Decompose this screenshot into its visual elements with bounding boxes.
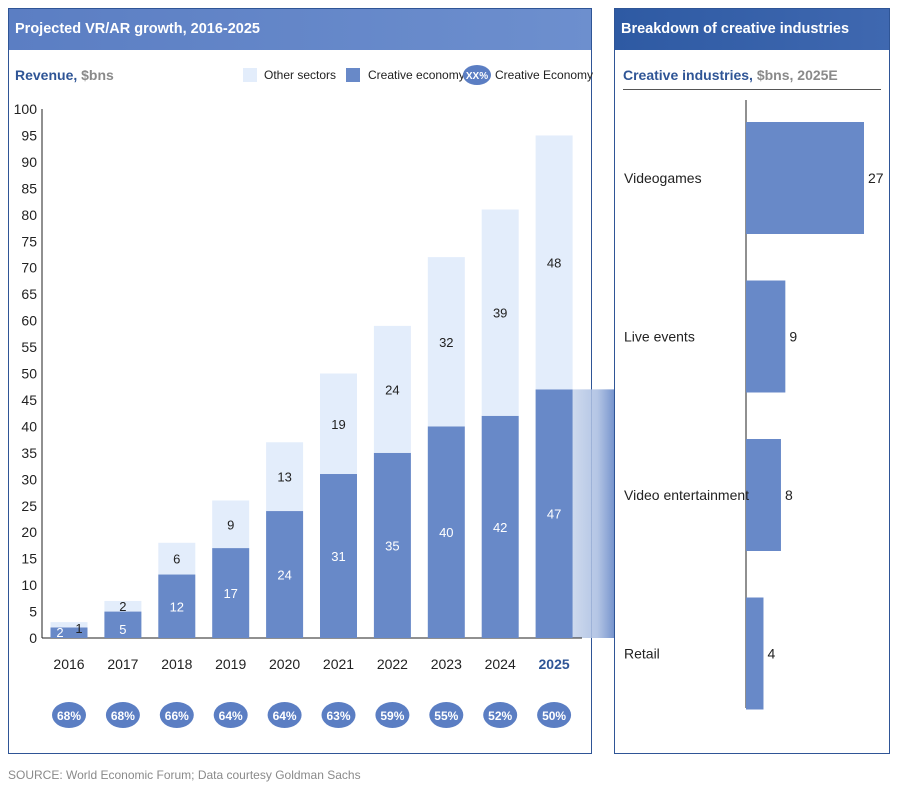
growth-chart-panel: Projected VR/AR growth, 2016-2025 Revenu… (8, 8, 592, 754)
breakdown-subtitle-main: Creative industries, (623, 67, 753, 83)
breakdown-title: Breakdown of creative industries (615, 9, 889, 50)
revenue-axis-title: Revenue, $bns (15, 67, 114, 83)
revenue-label-main: Revenue, (15, 67, 78, 83)
breakdown-panel: Breakdown of creative industries Creativ… (614, 8, 890, 754)
breakdown-subtitle-unit: $bns, 2025E (752, 67, 838, 83)
growth-chart-title: Projected VR/AR growth, 2016-2025 (9, 9, 591, 50)
breakdown-subtitle: Creative industries, $bns, 2025E (623, 67, 838, 83)
revenue-label-unit: $bns (77, 67, 114, 83)
source-note: SOURCE: World Economic Forum; Data court… (8, 768, 361, 782)
breakdown-subtitle-rule (623, 89, 881, 90)
